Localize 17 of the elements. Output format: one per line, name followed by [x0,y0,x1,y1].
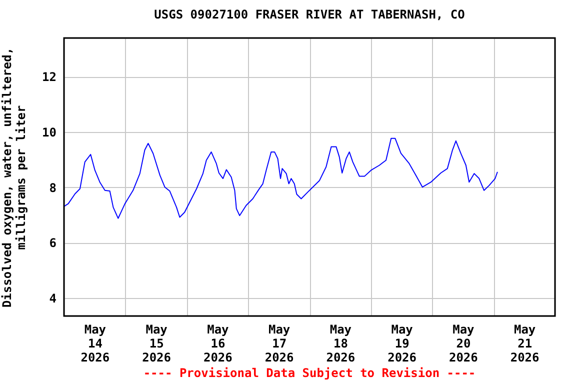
y-tick-label: 12 [42,70,56,84]
line-series [64,138,498,219]
chart-title: USGS 09027100 FRASER RIVER AT TABERNASH, CO [154,7,465,22]
x-tick-label: May 14 2026 [80,322,110,364]
y-tick-label: 8 [49,180,56,195]
x-tick-label: May 17 2026 [264,322,294,364]
y-tick-label: 6 [49,236,56,250]
x-tick-label: May 21 2026 [510,322,540,364]
y-tick-label: 4 [49,292,56,306]
y-tick-label: 10 [42,126,56,140]
x-tick-label: May 18 2026 [326,322,356,364]
x-tick-label: May 15 2026 [142,322,172,364]
x-tick-label: May 16 2026 [203,322,232,364]
x-tick-label: May 20 2026 [448,322,478,364]
y-axis-title: Dissolved oxygen, water, unfiltered, milligrams per liter [0,47,28,308]
text: ---- Provisional Data Subject to Revision ---- [143,366,476,380]
x-tick-label: May 19 2026 [388,322,417,364]
